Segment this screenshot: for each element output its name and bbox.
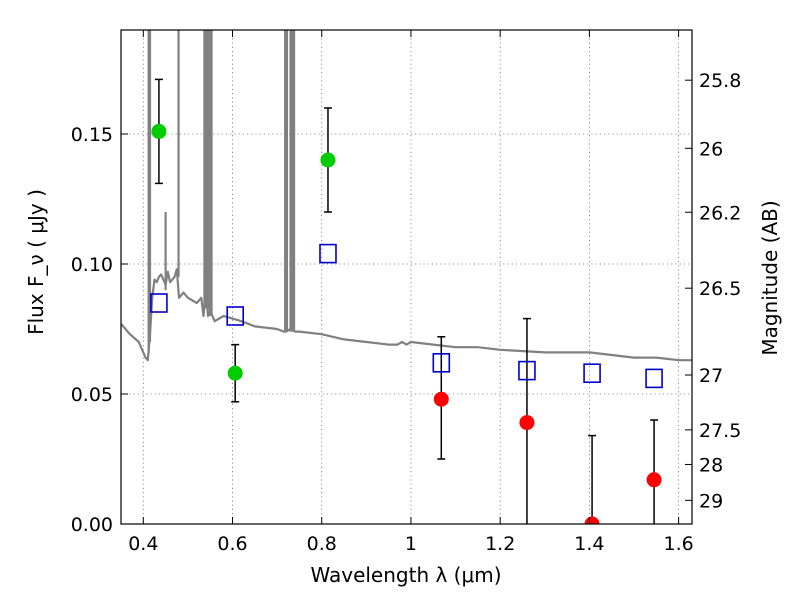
photometry-point: [519, 415, 535, 431]
y-tick-label: 0.05: [71, 384, 113, 406]
model-square-point: [518, 360, 536, 381]
x-tick-label: 1.4: [574, 533, 604, 555]
model-square-point: [150, 293, 168, 313]
y-axis-label: Flux F_ν ( μJy ): [24, 189, 48, 335]
mag-tick-label: 27: [699, 365, 723, 387]
x-axis-label: Wavelength λ (μm): [310, 563, 501, 587]
y-tick-label: 0.10: [71, 254, 113, 276]
spectrum-line: [121, 268, 692, 362]
grid: [121, 30, 692, 524]
model-square-point: [645, 368, 663, 389]
x-tick-label: 1: [405, 533, 417, 555]
photometry-point: [584, 516, 600, 524]
model-square-point: [432, 352, 451, 373]
mag-tick-label: 29: [699, 490, 723, 512]
photometry-point: [646, 472, 662, 488]
x-tick-label: 1.2: [485, 533, 515, 555]
photometry-point: [227, 365, 243, 381]
x-tick-label: 0.4: [128, 533, 158, 555]
x-tick-label: 0.8: [307, 533, 337, 555]
photometry-point: [433, 391, 449, 407]
y-tick-label: 0.00: [71, 514, 113, 536]
mag-tick-label: 26: [699, 138, 723, 160]
x-tick-label: 1.6: [664, 533, 694, 555]
y-axis-right-label: Magnitude (AB): [758, 200, 782, 355]
mag-tick-label: 28: [699, 454, 723, 476]
model-spectrum: [121, 30, 692, 362]
mag-tick-label: 26.2: [699, 202, 741, 224]
mag-tick-label: 27.5: [699, 420, 741, 442]
x-tick-label: 0.6: [217, 533, 247, 555]
model-square-point: [226, 306, 244, 326]
model-square-point: [319, 243, 337, 264]
photometry-point: [320, 152, 336, 168]
data-markers: [150, 78, 663, 524]
mag-tick-label: 26.5: [699, 278, 741, 300]
plot-frame: [120, 29, 693, 525]
mag-tick-label: 25.8: [699, 70, 741, 92]
y-tick-label: 0.15: [71, 124, 113, 146]
model-square-point: [583, 363, 601, 384]
axis-ticks: 0.4 0.6 0.8 1 1.2 1.4 1.6 0.00 0.05 0.10 0.15 25.8 2…: [71, 30, 741, 555]
plot-background: [121, 30, 692, 524]
photometry-point: [151, 123, 167, 139]
